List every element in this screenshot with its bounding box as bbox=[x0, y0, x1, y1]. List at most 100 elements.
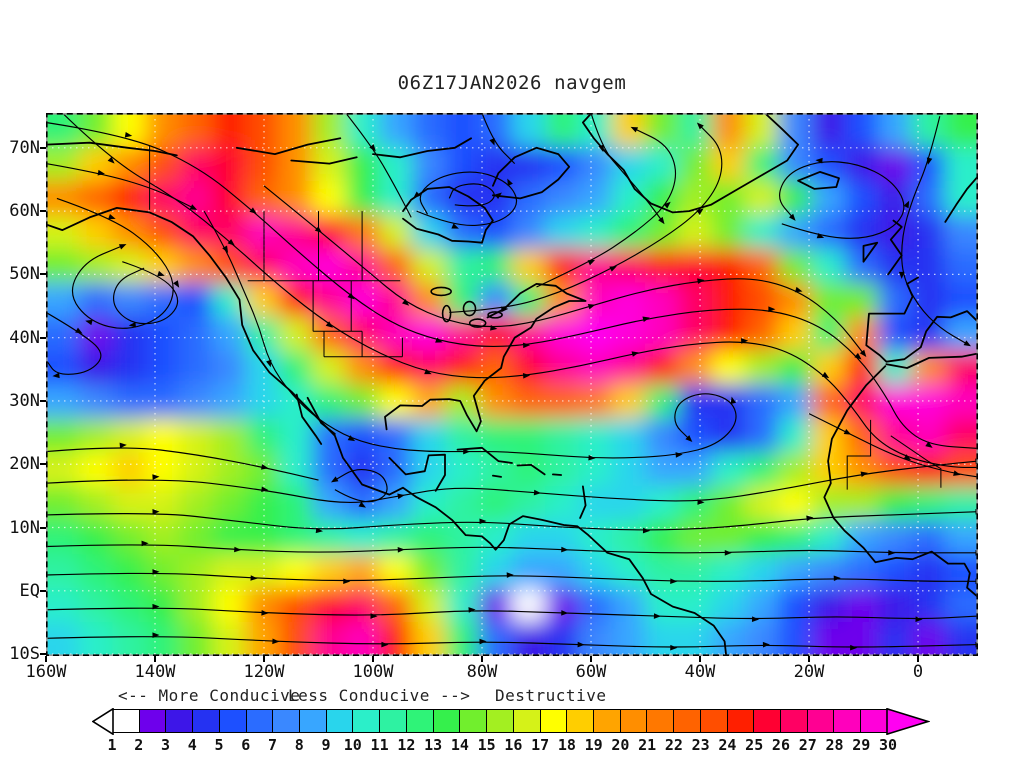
legend-more-conducive: <-- More Conducive bbox=[118, 686, 301, 705]
colorbar-tick-label: 13 bbox=[424, 736, 443, 754]
legend-less-conducive: Less Conducive --> bbox=[288, 686, 471, 705]
colorbar-cell bbox=[486, 710, 513, 732]
y-axis-label: 40N bbox=[9, 327, 40, 348]
colorbar-cell bbox=[779, 710, 807, 732]
colorbar-under-arrow-icon bbox=[92, 708, 114, 735]
colorbar-tick-label: 1 bbox=[107, 736, 117, 754]
x-axis-label: 120W bbox=[243, 662, 285, 682]
colorbar-cell bbox=[726, 710, 754, 732]
x-axis-label: 140W bbox=[134, 662, 176, 682]
colorbar-cell bbox=[138, 710, 166, 732]
colorbar-tick-label: 3 bbox=[161, 736, 171, 754]
colorbar bbox=[112, 709, 888, 733]
y-axis-tick bbox=[40, 146, 46, 149]
x-axis-label: 40W bbox=[684, 662, 716, 682]
colorbar-cell bbox=[192, 710, 219, 732]
x-axis-tick bbox=[808, 656, 811, 662]
colorbar-cell bbox=[459, 710, 487, 732]
colorbar-tick-label: 21 bbox=[638, 736, 657, 754]
y-axis-tick bbox=[40, 336, 46, 339]
colorbar-cell bbox=[352, 710, 380, 732]
colorbar-tick-label: 27 bbox=[798, 736, 817, 754]
colorbar-tick-label: 30 bbox=[878, 736, 898, 754]
colorbar-tick-label: 25 bbox=[745, 736, 764, 754]
y-axis-label: 60N bbox=[9, 201, 40, 222]
colorbar-tick-label: 18 bbox=[557, 736, 576, 754]
x-axis-label: 80W bbox=[466, 662, 498, 682]
x-axis-label: 0 bbox=[912, 662, 924, 682]
colorbar-tick-label: 19 bbox=[584, 736, 603, 754]
colorbar-tick-label: 6 bbox=[241, 736, 251, 754]
colorbar-tick-label: 24 bbox=[718, 736, 737, 754]
colorbar-cell bbox=[512, 710, 540, 732]
y-axis-tick bbox=[40, 399, 46, 402]
colorbar-tick-label: 5 bbox=[214, 736, 224, 754]
y-axis-tick bbox=[40, 210, 46, 213]
y-axis-label: 10N bbox=[9, 517, 40, 538]
colorbar-tick-label: 9 bbox=[321, 736, 331, 754]
colorbar-tick-label: 17 bbox=[531, 736, 550, 754]
colorbar-cell bbox=[833, 710, 861, 732]
colorbar-cell bbox=[218, 710, 246, 732]
colorbar-tick-label: 22 bbox=[664, 736, 683, 754]
colorbar-cell bbox=[325, 710, 353, 732]
y-axis-tick bbox=[40, 273, 46, 276]
colorbar-tick-label: 23 bbox=[691, 736, 710, 754]
colorbar-cell bbox=[753, 710, 780, 732]
colorbar-tick-label: 2 bbox=[134, 736, 144, 754]
colorbar-cell bbox=[806, 710, 834, 732]
colorbar-cell bbox=[245, 710, 273, 732]
colorbar-cell bbox=[432, 710, 460, 732]
y-axis-label: 20N bbox=[9, 454, 40, 475]
x-axis-label: 100W bbox=[352, 662, 394, 682]
colorbar-tick-label: 8 bbox=[294, 736, 304, 754]
colorbar-cell bbox=[299, 710, 326, 732]
colorbar-tick-label: 15 bbox=[477, 736, 496, 754]
plot-title-line1: 06Z17JAN2026 navgem bbox=[397, 72, 627, 94]
y-axis-label: 70N bbox=[9, 137, 40, 158]
y-axis-label: 50N bbox=[9, 264, 40, 285]
y-axis-label: 30N bbox=[9, 390, 40, 411]
colorbar-tick-label: 29 bbox=[852, 736, 871, 754]
colorbar-cell bbox=[592, 710, 620, 732]
colorbar-cell bbox=[619, 710, 647, 732]
x-axis-tick bbox=[45, 656, 47, 662]
colorbar-over-arrow-icon bbox=[886, 708, 930, 735]
colorbar-tick-label: 20 bbox=[611, 736, 630, 754]
colorbar-tick-label: 14 bbox=[450, 736, 469, 754]
x-axis-tick bbox=[263, 656, 265, 662]
y-axis-tick bbox=[40, 589, 46, 592]
x-axis-label: 160W bbox=[25, 662, 67, 682]
colorbar-tick-label: 12 bbox=[397, 736, 416, 754]
colorbar-cell bbox=[272, 710, 300, 732]
colorbar-tick-label: 4 bbox=[187, 736, 197, 754]
y-axis-label: EQ bbox=[19, 580, 40, 601]
colorbar-cell bbox=[699, 710, 727, 732]
colorbar-cell bbox=[165, 710, 193, 732]
colorbar-cell bbox=[113, 710, 139, 732]
colorbar-tick-label: 26 bbox=[771, 736, 790, 754]
colorbar-cell bbox=[646, 710, 674, 732]
x-axis-label: 20W bbox=[793, 662, 825, 682]
colorbar-tick-label: 16 bbox=[504, 736, 523, 754]
y-axis-tick bbox=[40, 463, 46, 466]
x-axis-tick bbox=[590, 656, 593, 662]
colorbar-cell bbox=[405, 710, 433, 732]
y-axis-tick bbox=[40, 653, 46, 656]
colorbar-cell bbox=[860, 710, 887, 732]
shear-map bbox=[46, 113, 978, 656]
x-axis-tick bbox=[917, 656, 920, 662]
x-axis-tick bbox=[154, 656, 156, 662]
colorbar-cell bbox=[539, 710, 567, 732]
colorbar-cell bbox=[379, 710, 406, 732]
y-axis-label: 10S bbox=[9, 644, 40, 665]
colorbar-tick-label: 10 bbox=[343, 736, 362, 754]
colorbar-tick-label: 11 bbox=[370, 736, 389, 754]
x-axis-tick bbox=[372, 656, 375, 662]
colorbar-tick-label: 7 bbox=[268, 736, 278, 754]
y-axis-tick bbox=[40, 526, 46, 529]
x-axis-label: 60W bbox=[575, 662, 607, 682]
colorbar-cell bbox=[673, 710, 700, 732]
legend-destructive: Destructive bbox=[495, 686, 607, 705]
